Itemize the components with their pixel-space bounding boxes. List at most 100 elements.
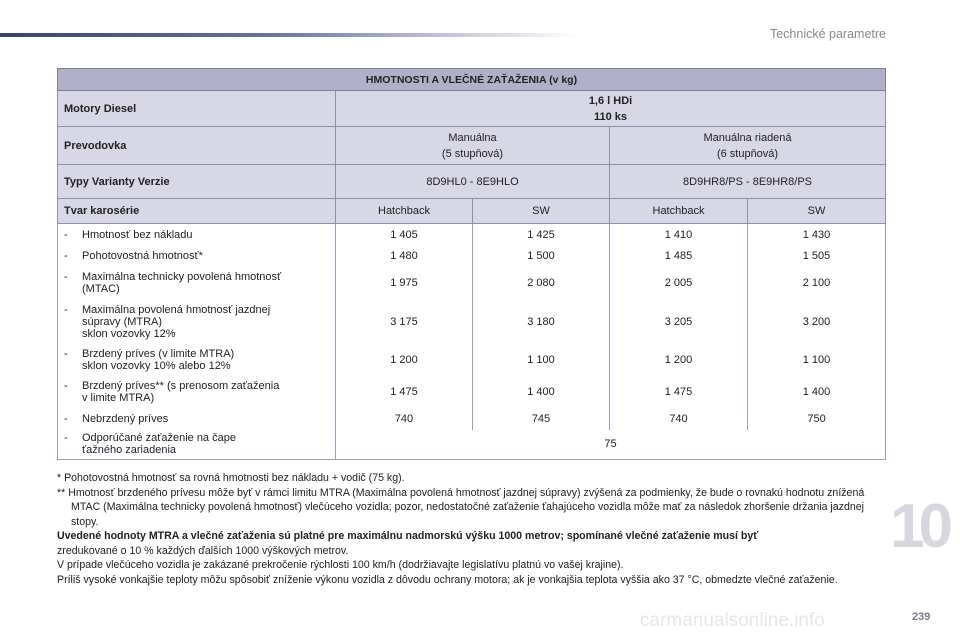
engine-name: 1,6 l HDi xyxy=(588,94,633,107)
cell-value: 750 xyxy=(746,407,887,430)
row-label-text: Hmotnosť bez nákladu xyxy=(82,228,193,241)
row-label: - Nebrzdený príves xyxy=(57,407,336,430)
footnotes: * Pohotovostná hmotnosť sa rovná hmotnos… xyxy=(57,471,887,587)
cell-value: 2 005 xyxy=(609,265,748,300)
bullet-dash: - xyxy=(64,303,68,316)
row-label: - Brzdený príves** (s prenosom zaťaženia … xyxy=(57,375,336,408)
body-type: Hatchback xyxy=(609,198,748,224)
cell-value: 1 100 xyxy=(746,343,887,376)
types-label: Typy Varianty Verzie xyxy=(57,164,336,199)
note-bold: Uvedené hodnoty MTRA a vlečné zaťaženia … xyxy=(57,530,759,542)
note: V prípade vlečúceho vozidla je zakázané … xyxy=(57,559,624,571)
chapter-number: 10 xyxy=(890,492,953,561)
engine-power: 110 ks xyxy=(593,110,628,123)
row-label: - Maximálna technicky povolená hmotnosť (… xyxy=(57,265,336,300)
gearbox-row: Prevodovka Manuálna (5 stupňová) Manuáln… xyxy=(57,126,887,165)
cell-value: 2 080 xyxy=(472,265,610,300)
cell-value: 745 xyxy=(472,407,610,430)
types-row: Typy Varianty Verzie 8D9HL0 - 8E9HLO 8D9… xyxy=(57,164,887,199)
row-label: - Maximálna povolená hmotnosť jazdnej súp… xyxy=(57,299,336,344)
cell-value: 1 475 xyxy=(609,375,748,408)
body-type: Hatchback xyxy=(335,198,473,224)
bullet-dash: - xyxy=(64,270,68,283)
row-label-text: Maximálna technicky povolená hmotnosť (M… xyxy=(82,270,282,295)
footnote: ** Hmotnosť brzdeného prívesu môže byť v… xyxy=(57,486,865,528)
watermark: carmanualsonline.info xyxy=(640,610,825,631)
bullet-dash: - xyxy=(64,379,68,392)
cell-value: 1 485 xyxy=(609,245,748,266)
body-label: Tvar karosérie xyxy=(57,198,336,224)
cell-value: 3 200 xyxy=(746,299,887,344)
weights-table: HMOTNOSTI A VLEČNÉ ZAŤAŽENIA (v kg) Moto… xyxy=(56,68,887,460)
cell-value: 1 430 xyxy=(746,223,887,246)
cell-value: 1 505 xyxy=(746,245,887,266)
gearbox-label: Prevodovka xyxy=(57,126,336,165)
cell-value: 1 405 xyxy=(335,223,473,246)
cell-value: 1 475 xyxy=(335,375,473,408)
cell-value: 1 200 xyxy=(609,343,748,376)
cell-value: 1 200 xyxy=(335,343,473,376)
table-row: - Maximálna povolená hmotnosť jazdnej súp… xyxy=(57,299,887,344)
row-label-text: Pohotovostná hmotnosť* xyxy=(82,249,203,262)
cell-value: 1 400 xyxy=(746,375,887,408)
table-title-row: HMOTNOSTI A VLEČNÉ ZAŤAŽENIA (v kg) xyxy=(56,68,887,91)
cell-value: 1 410 xyxy=(609,223,748,246)
bullet-dash: - xyxy=(64,347,68,360)
body-type: SW xyxy=(472,198,610,224)
types-auto: 8D9HR8/PS - 8E9HR8/PS xyxy=(608,164,887,199)
cell-value: 1 500 xyxy=(472,245,610,266)
cell-value: 3 180 xyxy=(472,299,610,344)
table-title: HMOTNOSTI A VLEČNÉ ZAŤAŽENIA (v kg) xyxy=(56,68,887,91)
gearbox-manual: Manuálna (5 stupňová) xyxy=(335,126,610,165)
bullet-dash: - xyxy=(64,432,68,445)
table-row: - Brzdený príves** (s prenosom zaťaženia … xyxy=(57,375,887,408)
bullet-dash: - xyxy=(64,249,68,262)
types-manual: 8D9HL0 - 8E9HLO xyxy=(335,164,610,199)
note: Uvedené hodnoty MTRA a vlečné zaťaženia … xyxy=(57,529,887,558)
section-title: Technické parametre xyxy=(769,27,886,41)
cell-value: 1 100 xyxy=(472,343,610,376)
table-row: - Odporúčané zaťaženie na čape ťažného za… xyxy=(57,429,887,460)
note-text: zredukované o 10 % každých ďalších 1000 … xyxy=(57,544,349,557)
row-label-text: Nebrzdený príves xyxy=(82,412,169,425)
bullet-dash: - xyxy=(64,228,68,241)
gearbox-auto-name: Manuálna riadená xyxy=(703,131,792,144)
bullet-dash: - xyxy=(64,412,68,425)
engine-value: 1,6 l HDi 110 ks xyxy=(334,90,887,127)
row-label: - Odporúčané zaťaženie na čape ťažného za… xyxy=(57,429,336,460)
table-row: - Nebrzdený príves 740 745 740 750 xyxy=(57,407,887,430)
cell-value: 1 400 xyxy=(472,375,610,408)
table-row: - Maximálna technicky povolená hmotnosť (… xyxy=(57,265,887,300)
row-label-text: Brzdený príves (v limite MTRA) sklon voz… xyxy=(82,347,235,372)
note: Príliš vysoké vonkajšie teploty môžu spô… xyxy=(57,573,838,586)
cell-value: 3 205 xyxy=(609,299,748,344)
cell-value: 3 175 xyxy=(335,299,473,344)
cell-value: 1 975 xyxy=(335,265,473,300)
gearbox-auto: Manuálna riadená (6 stupňová) xyxy=(608,126,887,165)
row-label: - Pohotovostná hmotnosť* xyxy=(57,245,336,266)
footnote: * Pohotovostná hmotnosť sa rovná hmotnos… xyxy=(57,472,405,484)
engine-label: Motory Diesel xyxy=(57,90,336,127)
body-row: Tvar karosérie Hatchback SW Hatchback SW xyxy=(57,198,887,224)
table-row: - Hmotnosť bez nákladu 1 405 1 425 1 410 … xyxy=(57,223,887,246)
engine-row: Motory Diesel 1,6 l HDi 110 ks xyxy=(57,90,887,127)
table-row: - Brzdený príves (v limite MTRA) sklon vo… xyxy=(57,343,887,376)
cell-value: 740 xyxy=(335,407,473,430)
cell-value: 740 xyxy=(609,407,748,430)
page-number: 239 xyxy=(912,611,931,623)
gearbox-manual-gears: (5 stupňová) xyxy=(441,147,504,160)
row-label-text: Brzdený príves** (s prenosom zaťaženia v… xyxy=(82,379,280,404)
row-label: - Brzdený príves (v limite MTRA) sklon vo… xyxy=(57,343,336,376)
cell-value: 1 425 xyxy=(472,223,610,246)
body-type: SW xyxy=(746,198,887,224)
header-bar xyxy=(0,33,580,37)
gearbox-auto-gears: (6 stupňová) xyxy=(716,147,779,160)
row-label-text: Maximálna povolená hmotnosť jazdnej súpr… xyxy=(82,303,271,340)
cell-value: 2 100 xyxy=(746,265,887,300)
cell-value: 75 xyxy=(334,429,887,460)
cell-value: 1 480 xyxy=(335,245,473,266)
table-row: - Pohotovostná hmotnosť* 1 480 1 500 1 48… xyxy=(57,245,887,266)
gearbox-manual-name: Manuálna xyxy=(448,131,497,144)
row-label: - Hmotnosť bez nákladu xyxy=(57,223,336,246)
row-label-text: Odporúčané zaťaženie na čape ťažného zar… xyxy=(82,432,236,457)
